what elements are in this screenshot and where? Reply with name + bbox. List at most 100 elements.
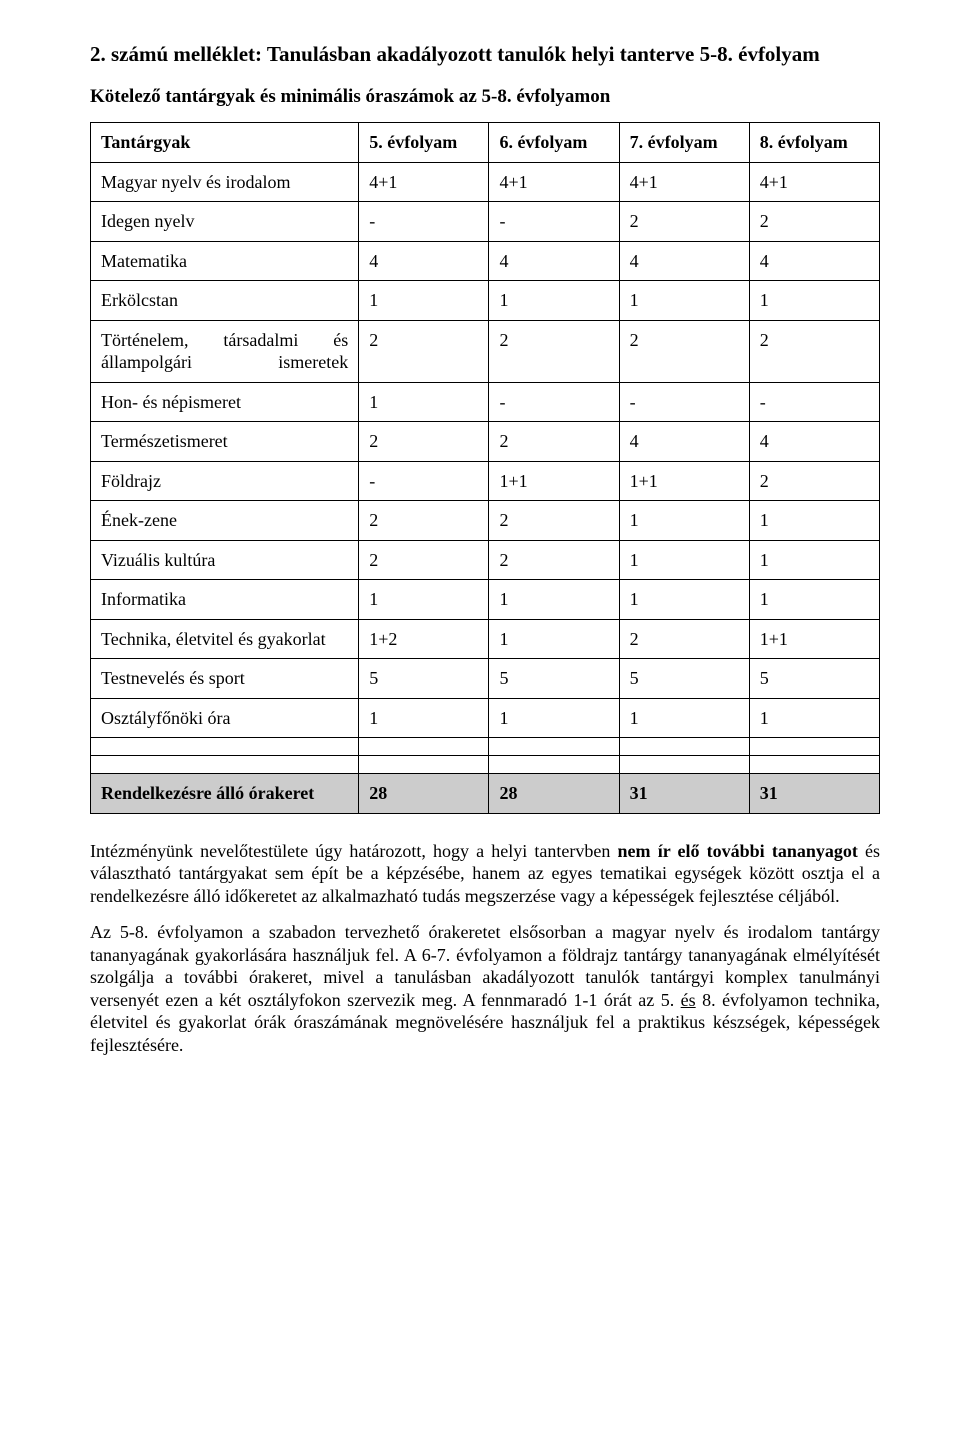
- underlined-text: és: [681, 990, 696, 1010]
- value-cell: 2: [749, 202, 879, 242]
- table-header-cell: 8. évfolyam: [749, 123, 879, 163]
- table-row: Magyar nyelv és irodalom4+14+14+14+1: [91, 162, 880, 202]
- value-cell: 1: [619, 698, 749, 738]
- table-spacer-row: [91, 738, 880, 756]
- page: 2. számú melléklet: Tanulásban akadályoz…: [0, 0, 960, 1096]
- table-header-cell: 6. évfolyam: [489, 123, 619, 163]
- value-cell: 5: [749, 659, 879, 699]
- table-header-row: Tantárgyak5. évfolyam6. évfolyam7. évfol…: [91, 123, 880, 163]
- value-cell: 4: [749, 241, 879, 281]
- subject-cell: Ének-zene: [91, 501, 359, 541]
- value-cell: -: [749, 382, 879, 422]
- empty-cell: [619, 738, 749, 756]
- value-cell: 1+2: [359, 619, 489, 659]
- subject-cell: Technika, életvitel és gyakorlat: [91, 619, 359, 659]
- text: Intézményünk nevelőtestülete úgy határoz…: [90, 841, 618, 861]
- value-cell: 1: [749, 281, 879, 321]
- value-cell: 2: [359, 320, 489, 382]
- value-cell: 1+1: [489, 461, 619, 501]
- value-cell: -: [359, 202, 489, 242]
- empty-cell: [489, 756, 619, 774]
- table-row: Hon- és népismeret1---: [91, 382, 880, 422]
- body-paragraph-1: Intézményünk nevelőtestülete úgy határoz…: [90, 840, 880, 908]
- subject-cell: Vizuális kultúra: [91, 540, 359, 580]
- value-cell: 4: [619, 241, 749, 281]
- value-cell: 1: [489, 281, 619, 321]
- value-cell: 2: [489, 320, 619, 382]
- value-cell: 4+1: [359, 162, 489, 202]
- value-cell: 1: [489, 619, 619, 659]
- value-cell: -: [619, 382, 749, 422]
- curriculum-table: Tantárgyak5. évfolyam6. évfolyam7. évfol…: [90, 122, 880, 814]
- value-cell: 1: [359, 698, 489, 738]
- value-cell: 2: [359, 540, 489, 580]
- value-cell: 1: [619, 281, 749, 321]
- value-cell: 2: [619, 202, 749, 242]
- totals-value-cell: 28: [489, 774, 619, 814]
- empty-cell: [619, 756, 749, 774]
- value-cell: 1: [749, 501, 879, 541]
- value-cell: 2: [619, 619, 749, 659]
- value-cell: 1: [749, 580, 879, 620]
- subject-cell: Hon- és népismeret: [91, 382, 359, 422]
- value-cell: 2: [359, 501, 489, 541]
- table-header-cell: 5. évfolyam: [359, 123, 489, 163]
- document-subtitle: Kötelező tantárgyak és minimális óraszám…: [90, 86, 880, 108]
- table-row: Matematika4444: [91, 241, 880, 281]
- empty-cell: [749, 756, 879, 774]
- table-row: Természetismeret2244: [91, 422, 880, 462]
- value-cell: -: [359, 461, 489, 501]
- subject-cell: Matematika: [91, 241, 359, 281]
- table-row: Idegen nyelv--22: [91, 202, 880, 242]
- bold-text: nem ír elő további tananyagot: [618, 841, 858, 861]
- value-cell: 4+1: [489, 162, 619, 202]
- table-row: Testnevelés és sport5555: [91, 659, 880, 699]
- value-cell: 1: [359, 382, 489, 422]
- value-cell: 1: [619, 580, 749, 620]
- value-cell: 4: [749, 422, 879, 462]
- table-row: Földrajz-1+11+12: [91, 461, 880, 501]
- value-cell: 2: [489, 422, 619, 462]
- subject-cell: Természetismeret: [91, 422, 359, 462]
- subject-cell: Magyar nyelv és irodalom: [91, 162, 359, 202]
- value-cell: -: [489, 382, 619, 422]
- table-row: Osztályfőnöki óra1111: [91, 698, 880, 738]
- subject-cell: Informatika: [91, 580, 359, 620]
- value-cell: 2: [749, 461, 879, 501]
- table-header-cell: 7. évfolyam: [619, 123, 749, 163]
- empty-cell: [91, 756, 359, 774]
- subject-cell: Idegen nyelv: [91, 202, 359, 242]
- value-cell: 1+1: [619, 461, 749, 501]
- value-cell: 2: [489, 540, 619, 580]
- value-cell: 4: [359, 241, 489, 281]
- empty-cell: [91, 738, 359, 756]
- value-cell: 5: [619, 659, 749, 699]
- empty-cell: [359, 756, 489, 774]
- value-cell: 4+1: [749, 162, 879, 202]
- table-row: Informatika1111: [91, 580, 880, 620]
- document-title: 2. számú melléklet: Tanulásban akadályoz…: [90, 40, 880, 68]
- subject-cell: Testnevelés és sport: [91, 659, 359, 699]
- empty-cell: [749, 738, 879, 756]
- totals-value-cell: 31: [619, 774, 749, 814]
- table-header-cell: Tantárgyak: [91, 123, 359, 163]
- value-cell: 2: [749, 320, 879, 382]
- totals-label-cell: Rendelkezésre álló órakeret: [91, 774, 359, 814]
- value-cell: 4: [619, 422, 749, 462]
- value-cell: 2: [359, 422, 489, 462]
- value-cell: -: [489, 202, 619, 242]
- value-cell: 4+1: [619, 162, 749, 202]
- value-cell: 5: [359, 659, 489, 699]
- table-spacer-row: [91, 756, 880, 774]
- value-cell: 1: [619, 540, 749, 580]
- value-cell: 2: [619, 320, 749, 382]
- table-totals-row: Rendelkezésre álló órakeret28283131: [91, 774, 880, 814]
- empty-cell: [359, 738, 489, 756]
- table-row: Ének-zene2211: [91, 501, 880, 541]
- value-cell: 1: [489, 698, 619, 738]
- table-row: Technika, életvitel és gyakorlat1+2121+1: [91, 619, 880, 659]
- totals-value-cell: 31: [749, 774, 879, 814]
- value-cell: 4: [489, 241, 619, 281]
- value-cell: 1: [749, 540, 879, 580]
- subject-cell: Földrajz: [91, 461, 359, 501]
